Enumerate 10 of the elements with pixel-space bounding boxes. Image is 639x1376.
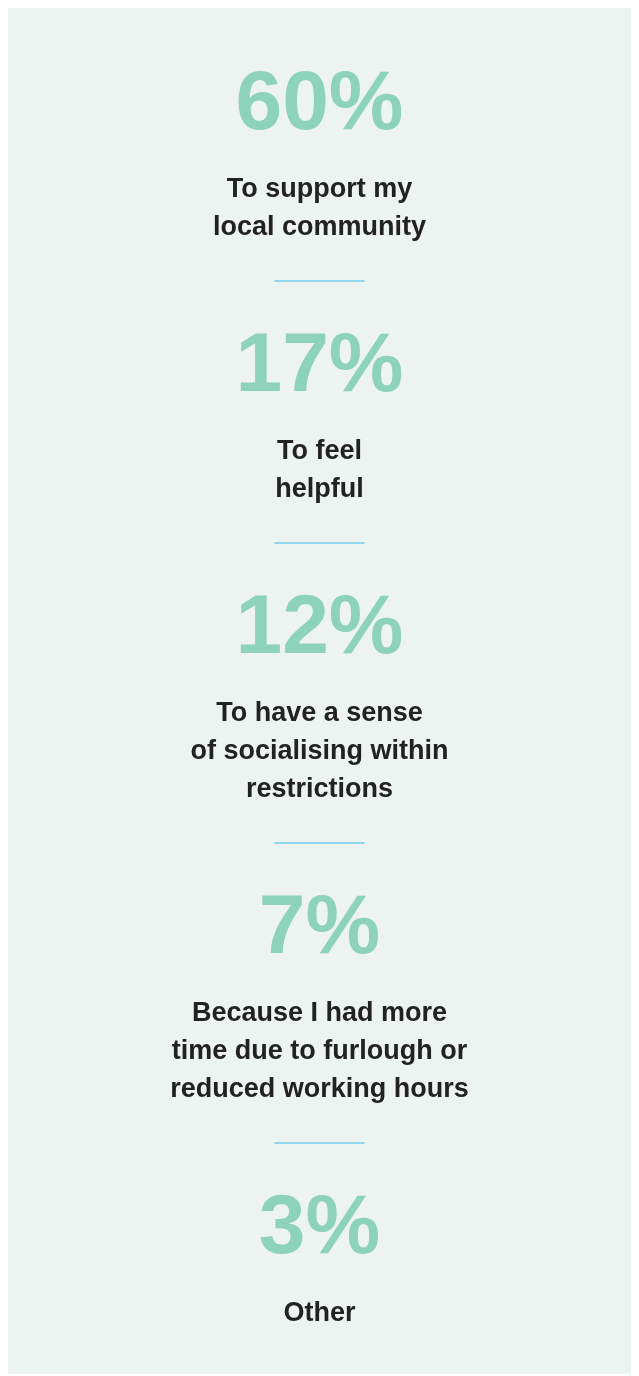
data-label: 7% [258, 877, 381, 971]
data-label: 3% [258, 1177, 381, 1271]
category-label: To have a sense of socialising within restrictions [190, 697, 449, 803]
category-label: To support my local community [212, 173, 427, 241]
data-label: 12% [235, 577, 404, 671]
data-label: 60% [235, 53, 404, 147]
category-label: To feel helpful [275, 435, 364, 503]
category-label: Other [283, 1297, 356, 1327]
category-label: Because I had more time due to furlough or reduced working hours [170, 997, 469, 1103]
data-label: 17% [235, 315, 404, 409]
